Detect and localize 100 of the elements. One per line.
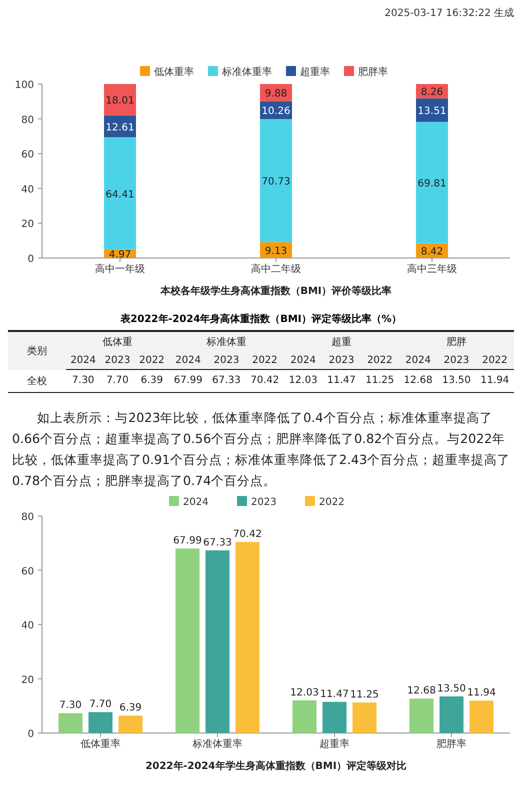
text: 11.25 [365,375,394,386]
data-label: 12.61 [106,122,134,134]
legend-item: 2023 [237,496,276,508]
bar [88,712,112,733]
data-label: 6.39 [119,702,142,714]
category-label: 2024 [398,352,438,370]
x-tick-label: 高中一年级 [95,263,145,275]
x-tick-label: 高中二年级 [251,263,301,275]
legend-label: 低体重率 [154,66,194,78]
data-label: 13.51 [418,106,446,118]
category-label: 2023 [437,352,476,370]
category-label: 2022 [246,352,284,370]
y-tick-label: 20 [21,219,34,230]
text: 低体重 [66,331,169,352]
y-tick-label: 20 [21,674,34,686]
text: 13.50 [442,375,471,386]
legend-label: 标准体重率 [221,66,272,78]
legend-label: 2023 [251,497,276,508]
data-label: 8.26 [420,87,444,98]
text: 7.30 [72,375,94,386]
text: 70.42 [250,375,280,386]
text: 2025-03-17 16:32:22 生成 [384,6,514,20]
bar [440,696,464,733]
data-label: 7.30 [59,700,82,712]
bar [292,700,316,733]
bar [206,550,230,733]
data-label: 9.13 [264,246,288,258]
bar [352,702,376,733]
category-label: 2024 [168,352,208,370]
data-label: 70.42 [233,528,262,540]
legend-label: 2024 [183,497,208,508]
x-tick-label: 低体重率 [80,738,120,750]
text: 表2022年-2024年身高体重指数（BMI）评定等级比率（%） [119,312,403,326]
y-tick-label: 60 [21,150,34,161]
data-label: 67.99 [173,536,202,547]
bar [104,84,136,116]
category-label: 2022 [134,352,169,370]
data-label: 12.03 [290,687,319,698]
bar [236,542,260,733]
data-label: 12.68 [407,686,436,697]
data-label: 11.25 [350,689,379,700]
legend-item: 肥胖率 [344,66,388,78]
y-tick-label: 80 [21,114,34,126]
y-tick-label: 80 [21,512,34,523]
data-label: 69.81 [418,178,446,190]
text: 7.70 [106,375,129,386]
category-label: 2023 [207,352,246,370]
text: 12.68 [404,375,432,386]
data-label: 11.47 [320,688,349,700]
legend-item: 2024 [169,496,208,508]
category-label: 2022 [360,352,399,370]
bar [118,716,142,733]
bar [176,548,200,733]
data-label: 18.01 [106,96,134,107]
bar [260,119,292,242]
y-tick-label: 40 [21,620,34,632]
text: 12.03 [288,375,318,386]
text: 标准体重 [168,331,284,352]
data-label: 11.94 [467,688,496,699]
legend-label: 超重率 [300,66,330,78]
data-label: 13.50 [437,683,466,694]
text: 本校各年级学生身高体重指数（BMI）评价等级比率 [159,285,392,297]
bar [322,702,346,733]
data-label: 4.97 [108,250,132,261]
category-label: 2024 [66,352,100,370]
data-label: 64.41 [106,189,134,200]
bar [58,713,82,733]
x-tick-label: 标准体重率 [192,738,242,750]
y-tick-label: 0 [28,254,34,265]
category-label: 2023 [100,352,135,370]
text: 如上表所示：与2023年比较，低体重率降低了0.4个百分点；标准体重率提高了0.66个百分点；超重率提高了0.56个百分点；肥胖率降低了0.82个百分点。与2022年比较，低体重率提高了0.91个百分点；标准体重率降低了2.43个百分点；超重率提高了0.78个百分点；肥胖率提高了0.74个百分点。 [12,408,512,490]
text: 6.39 [140,375,163,386]
data-label: 10.26 [262,106,290,118]
data-label: 8.42 [420,246,444,258]
y-tick-label: 40 [21,184,34,196]
legend-item: 标准体重率 [208,66,272,78]
data-label: 67.33 [203,537,232,548]
bar [104,137,136,250]
text: 11.94 [480,375,510,386]
bar [410,698,434,733]
x-tick-label: 高中三年级 [407,263,457,275]
y-tick-label: 100 [14,80,34,91]
legend-label: 2022 [319,497,344,508]
bar [416,122,448,244]
data-label: 9.88 [264,88,288,100]
category-label: 2022 [476,352,514,370]
legend-item: 超重率 [286,66,330,78]
x-tick-label: 肥胖率 [436,738,466,750]
bar [470,700,494,733]
category-label: 2023 [322,352,361,370]
text: 超重 [284,331,399,352]
text: 11.47 [327,375,356,386]
data-label: 70.73 [262,176,290,188]
x-tick-label: 超重率 [320,738,350,750]
text: 类别 [8,331,66,370]
text: 2022年-2024年学生身高体重指数（BMI）评定等级对比 [145,760,407,772]
category-label: 全校 [27,376,47,386]
legend-item: 2022 [305,496,344,508]
text: 67.33 [212,375,241,386]
y-tick-label: 60 [21,566,34,578]
